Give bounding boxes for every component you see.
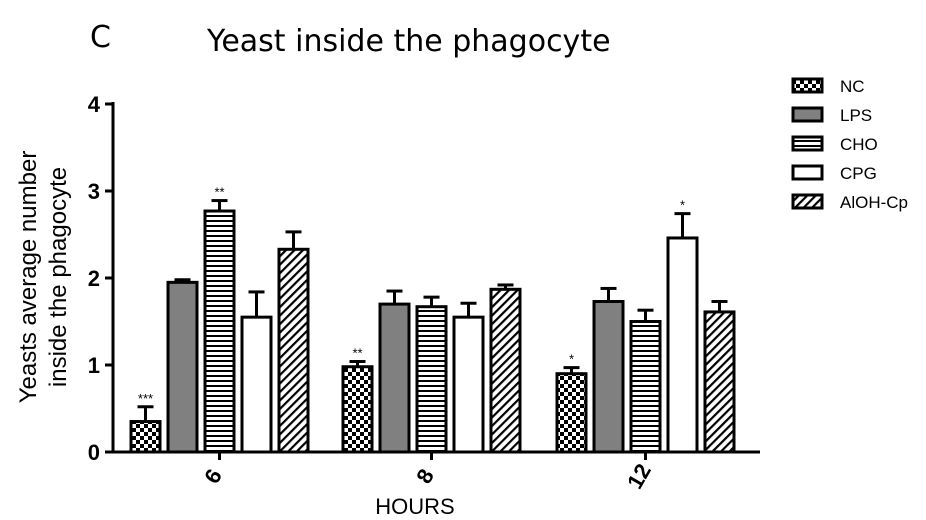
legend-swatch <box>791 106 824 123</box>
bar <box>452 315 485 454</box>
y-tick-label: 1 <box>88 353 100 378</box>
legend-label: AlOH-Cp <box>840 193 908 212</box>
bar <box>629 320 662 454</box>
significance-label: *** <box>138 391 153 406</box>
bar <box>277 247 310 454</box>
x-axis-label: HOURS <box>375 494 454 519</box>
bar <box>489 287 522 454</box>
bar <box>129 420 162 454</box>
bar <box>415 305 448 454</box>
bar <box>555 372 588 454</box>
legend-label: CPG <box>840 164 877 183</box>
y-tick-label: 4 <box>88 92 101 117</box>
legend-swatch <box>791 193 824 210</box>
x-tick-label: 6 <box>199 465 227 488</box>
significance-label: ** <box>214 185 224 200</box>
bar <box>240 315 273 454</box>
legend-label: NC <box>840 77 865 96</box>
panel-label: C <box>90 20 111 55</box>
y-tick-label: 0 <box>88 440 100 465</box>
bar <box>378 302 411 454</box>
legend: NC LPS CHO CPG AlOH-Cp <box>791 77 908 212</box>
bar <box>166 280 199 454</box>
legend-swatch <box>791 135 824 152</box>
y-tick-label: 2 <box>88 266 100 291</box>
y-axis-label-line-1: Yeasts average number <box>15 151 42 404</box>
x-tick-label: 8 <box>411 465 439 488</box>
x-tick-label: 12 <box>622 459 656 493</box>
legend-label: CHO <box>840 135 878 154</box>
significance-label: * <box>680 198 685 213</box>
bar <box>341 365 374 454</box>
chart-title: Yeast inside the phagocyte <box>206 24 611 59</box>
y-axis-label-line-2: inside the phagocyte <box>45 167 72 387</box>
legend-swatch <box>791 77 824 94</box>
bar <box>666 236 699 454</box>
y-tick-label: 3 <box>88 179 100 204</box>
bar <box>203 209 236 454</box>
bar <box>703 310 736 454</box>
significance-label: ** <box>352 346 362 361</box>
legend-label: LPS <box>840 106 872 125</box>
bars-group: ******* ** <box>129 185 736 454</box>
legend-swatch <box>791 164 824 181</box>
bar <box>592 299 625 454</box>
y-axis-label: Yeasts average number inside the phagocy… <box>15 151 72 404</box>
significance-label: * <box>569 352 574 367</box>
